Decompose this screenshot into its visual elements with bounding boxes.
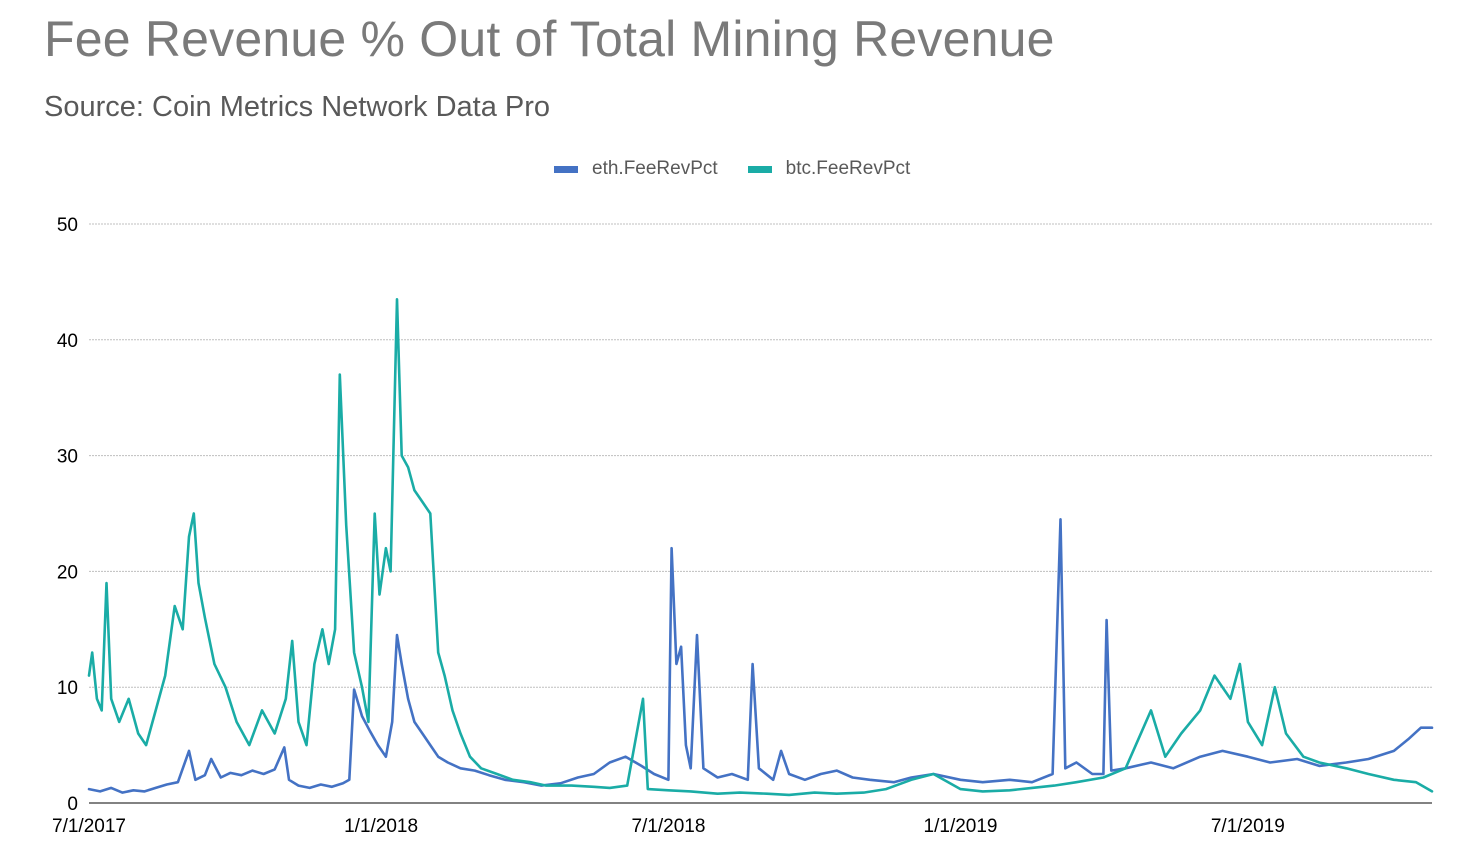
chart-subtitle: Source: Coin Metrics Network Data Pro xyxy=(44,91,551,123)
legend-swatch-eth xyxy=(554,165,578,173)
y-tick-label: 30 xyxy=(57,447,78,468)
legend-swatch-btc xyxy=(747,165,772,173)
axes: 0 10 20 30 40 50 7/1/2017 1/1/2018 7/1/2018 1/1/2… xyxy=(52,215,1432,837)
legend-label-btc: btc.FeeRevPct xyxy=(785,158,911,179)
chart-title: Fee Revenue % Out of Total Mining Revenu… xyxy=(44,11,1055,67)
legend-item-btc: btc.FeeRevPct xyxy=(747,158,911,180)
chart-legend: eth.FeeRevPct btc.FeeRevPct xyxy=(554,158,910,180)
y-tick-label: 10 xyxy=(57,678,78,699)
x-tick-label: 7/1/2018 xyxy=(631,816,705,837)
legend-item-eth: eth.FeeRevPct xyxy=(554,158,718,180)
y-tick-label: 0 xyxy=(67,794,78,815)
series-lines xyxy=(87,298,1434,797)
x-tick-label: 7/1/2019 xyxy=(1211,816,1285,837)
gridlines xyxy=(89,223,1432,688)
x-tick-label: 1/1/2019 xyxy=(924,816,998,837)
x-tick-label: 1/1/2018 xyxy=(344,816,418,837)
series-line-btc xyxy=(87,298,1434,797)
x-tick-label: 7/1/2017 xyxy=(52,816,126,837)
y-tick-label: 20 xyxy=(57,562,78,583)
y-tick-label: 40 xyxy=(57,331,78,352)
y-tick-label: 50 xyxy=(57,215,78,236)
legend-label-eth: eth.FeeRevPct xyxy=(592,158,718,179)
series-line-eth xyxy=(87,518,1434,794)
